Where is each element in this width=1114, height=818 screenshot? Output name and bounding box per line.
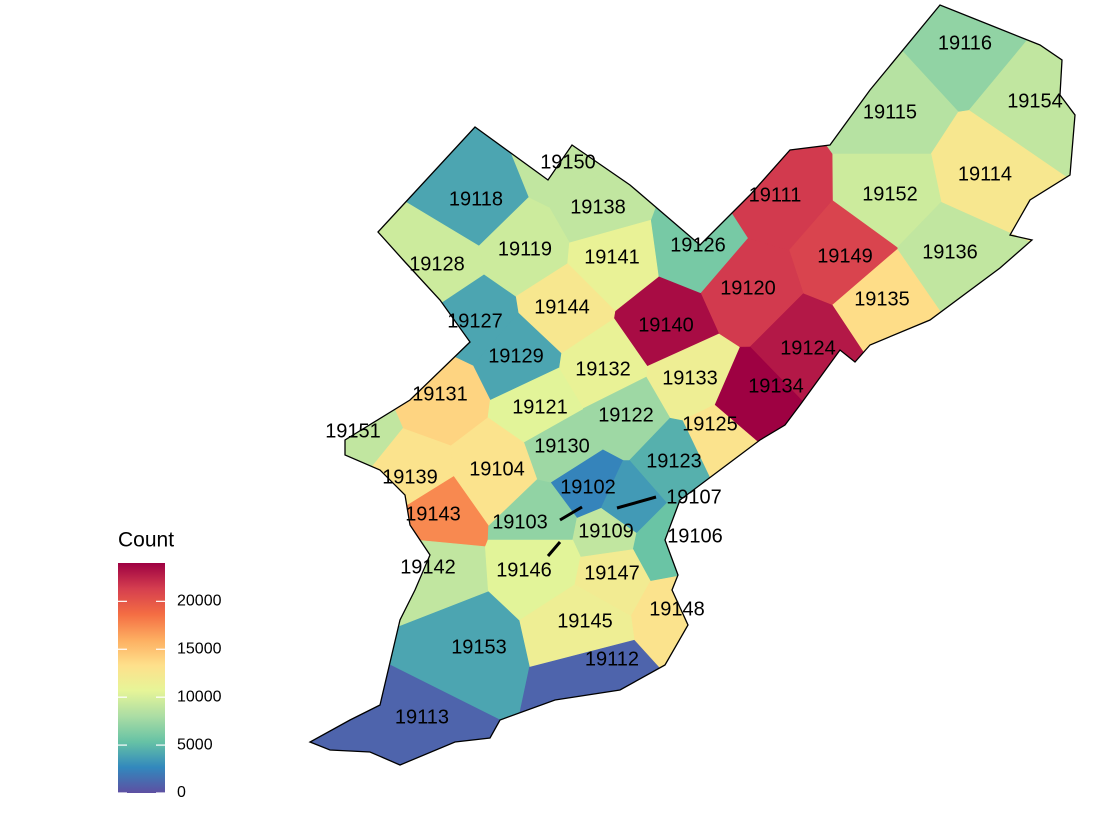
zip-label: 19104	[469, 458, 525, 480]
legend: 0 5000 10000 15000 20000	[118, 593, 222, 801]
zip-label: 19124	[780, 337, 836, 359]
zip-label: 19148	[649, 598, 705, 620]
zip-label: 19127	[447, 310, 503, 332]
zip-label: 19114	[958, 163, 1012, 185]
zip-label: 19152	[862, 183, 918, 205]
zip-label: 19133	[662, 367, 718, 389]
legend-tick-label: 5000	[177, 736, 213, 753]
leader-line	[546, 541, 562, 557]
zip-label: 19151	[325, 420, 381, 442]
regions	[309, 4, 1076, 766]
zip-label: 19102	[560, 476, 616, 498]
zip-label: 19106	[667, 525, 723, 547]
zip-label: 19111	[749, 184, 802, 206]
zip-label: 19129	[488, 345, 544, 367]
zip-label: 19140	[638, 314, 694, 336]
zip-label: 19147	[584, 562, 640, 584]
zip-label: 19122	[598, 404, 654, 426]
zip-label: 19144	[534, 296, 590, 318]
leader-lines	[546, 495, 657, 557]
legend-tick-label: 10000	[177, 688, 222, 705]
zip-label: 19150	[540, 151, 596, 173]
zip-label: 19132	[575, 358, 631, 380]
city-outline	[308, 4, 1076, 766]
zip-label: 19142	[400, 556, 456, 578]
zip-label: 19123	[646, 450, 702, 472]
zip-label: 19119	[498, 238, 552, 260]
legend-tick-label: 0	[177, 784, 186, 801]
zip-label: 19134	[748, 375, 804, 397]
zip-label: 19153	[451, 636, 507, 658]
leader-line	[559, 505, 583, 522]
zip-label: 19146	[496, 559, 552, 581]
zip-label: 19145	[557, 610, 613, 632]
zip-label: 19118	[449, 188, 503, 210]
zip-label: 19154	[1007, 90, 1063, 112]
zip-label: 19141	[584, 246, 640, 268]
zip-label: 19115	[863, 101, 917, 123]
zip-label: 19103	[492, 511, 548, 533]
zip-label: 19135	[854, 288, 910, 310]
leader-line	[616, 495, 657, 510]
zip-label: 19125	[682, 413, 738, 435]
legend-bar	[118, 563, 165, 793]
legend-tick-label: 15000	[177, 640, 222, 657]
zip-label: 19128	[409, 253, 465, 275]
zip-label: 19121	[512, 396, 568, 418]
zip-label: 19112	[585, 648, 639, 670]
zip-label: 19130	[534, 435, 590, 457]
legend-title: Count	[118, 529, 174, 552]
legend-tick-label: 20000	[177, 593, 222, 610]
zip-label: 19126	[670, 234, 726, 256]
zip-label: 19138	[570, 196, 626, 218]
zip-label: 19113	[395, 706, 449, 728]
zip-label: 19149	[817, 245, 873, 267]
zip-label: 19120	[720, 277, 776, 299]
zip-label: 19139	[382, 466, 438, 488]
labels: 19116 19154 19115 19114 19152 19111 19136 19149…	[325, 32, 1063, 728]
zip-label: 19116	[938, 32, 992, 54]
zip-label: 19107	[666, 486, 722, 508]
zip-label: 19131	[412, 383, 468, 405]
zip-label: 19136	[922, 241, 978, 263]
zip-label: 19143	[405, 503, 461, 525]
zip-label: 19109	[578, 520, 634, 542]
